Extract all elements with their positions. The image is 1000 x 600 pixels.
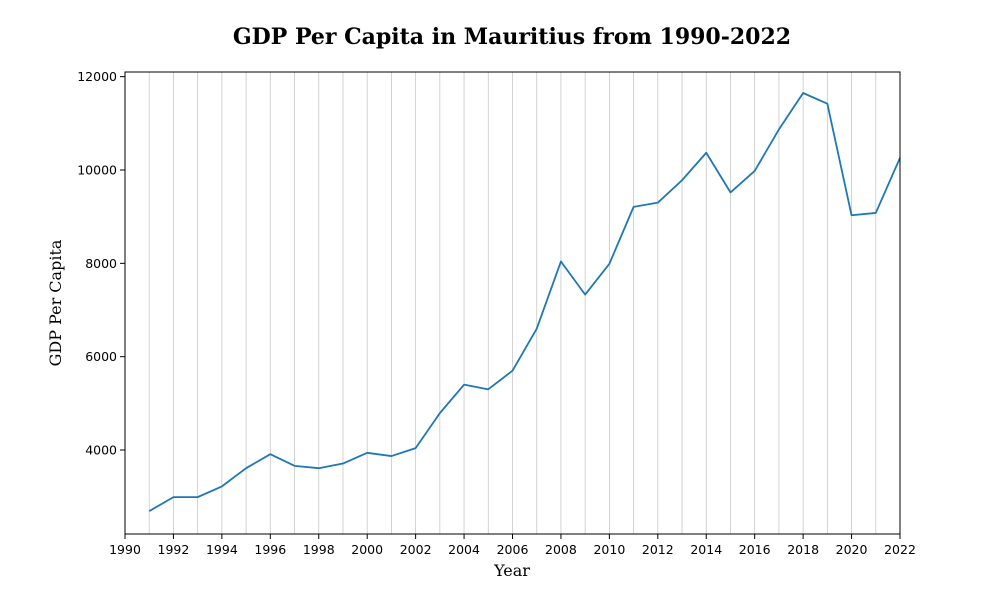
x-tick-label: 2010 xyxy=(593,542,625,557)
x-tick-label: 2008 xyxy=(545,542,577,557)
x-tick-label: 2012 xyxy=(642,542,674,557)
x-tick-label: 1998 xyxy=(303,542,335,557)
x-tick-label: 2004 xyxy=(448,542,480,557)
y-axis-ticks: 4000 6000 8000 10000 12000 xyxy=(77,69,125,458)
x-tick-label: 1990 xyxy=(109,542,141,557)
y-tick-label: 10000 xyxy=(77,163,117,178)
series-layer xyxy=(148,92,901,512)
grid xyxy=(148,72,877,534)
x-axis-label: Year xyxy=(493,561,530,580)
series-line xyxy=(148,92,901,512)
y-axis-label: GDP Per Capita xyxy=(46,239,65,366)
x-tick-label: 2014 xyxy=(690,542,722,557)
x-tick-label: 1994 xyxy=(206,542,238,557)
x-axis-ticks: 1990 1992 1994 1996 1998 2000 2002 2004 2006 2008… xyxy=(109,534,916,557)
x-tick-label: 2016 xyxy=(739,542,771,557)
x-tick-label: 2022 xyxy=(884,542,916,557)
x-tick-label: 1992 xyxy=(158,542,190,557)
y-tick-label: 6000 xyxy=(85,349,117,364)
y-tick-label: 4000 xyxy=(85,443,117,458)
x-tick-label: 1996 xyxy=(254,542,286,557)
x-tick-label: 2018 xyxy=(787,542,819,557)
x-tick-label: 2006 xyxy=(497,542,529,557)
y-tick-label: 8000 xyxy=(85,256,117,271)
chart-title: GDP Per Capita in Mauritius from 1990-20… xyxy=(233,24,791,50)
x-tick-label: 2002 xyxy=(400,542,432,557)
x-tick-label: 2000 xyxy=(351,542,383,557)
y-tick-label: 12000 xyxy=(77,69,117,84)
x-tick-label: 2020 xyxy=(836,542,868,557)
